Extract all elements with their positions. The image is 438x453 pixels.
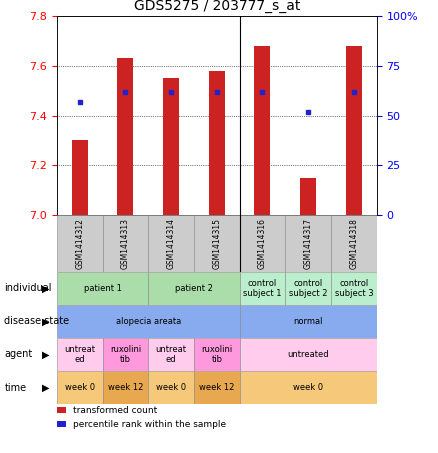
Text: patient 2: patient 2: [175, 284, 213, 293]
Text: ruxolini
tib: ruxolini tib: [201, 345, 233, 364]
Bar: [285, 272, 331, 305]
Bar: [254, 46, 271, 215]
Bar: [240, 338, 377, 371]
Text: individual: individual: [4, 283, 52, 294]
Bar: [57, 421, 66, 427]
Text: time: time: [4, 382, 27, 393]
Text: alopecia areata: alopecia areata: [116, 317, 181, 326]
Text: ▶: ▶: [42, 349, 50, 360]
Bar: [331, 272, 377, 305]
Bar: [194, 215, 240, 272]
Text: untreat
ed: untreat ed: [155, 345, 187, 364]
Bar: [163, 78, 179, 215]
Bar: [148, 338, 194, 371]
Bar: [148, 371, 194, 404]
Text: disease state: disease state: [4, 316, 70, 327]
Text: control
subject 3: control subject 3: [335, 279, 373, 298]
Bar: [148, 215, 194, 272]
Bar: [331, 215, 377, 272]
Text: week 12: week 12: [199, 383, 234, 392]
Text: ▶: ▶: [42, 283, 50, 294]
Bar: [72, 140, 88, 215]
Bar: [148, 272, 240, 305]
Text: GSM1414315: GSM1414315: [212, 218, 221, 269]
Title: GDS5275 / 203777_s_at: GDS5275 / 203777_s_at: [134, 0, 300, 14]
Bar: [57, 407, 66, 413]
Bar: [194, 371, 240, 404]
Bar: [102, 215, 148, 272]
Text: week 0: week 0: [293, 383, 323, 392]
Bar: [240, 305, 377, 338]
Bar: [57, 272, 148, 305]
Text: week 0: week 0: [65, 383, 95, 392]
Bar: [57, 371, 102, 404]
Text: GSM1414317: GSM1414317: [304, 218, 313, 269]
Text: patient 1: patient 1: [84, 284, 122, 293]
Bar: [300, 178, 316, 215]
Text: agent: agent: [4, 349, 32, 360]
Bar: [57, 305, 240, 338]
Text: GSM1414314: GSM1414314: [166, 218, 176, 269]
Text: GSM1414318: GSM1414318: [350, 218, 358, 269]
Text: untreat
ed: untreat ed: [64, 345, 95, 364]
Text: GSM1414313: GSM1414313: [121, 218, 130, 269]
Text: untreated: untreated: [287, 350, 329, 359]
Text: week 12: week 12: [108, 383, 143, 392]
Text: percentile rank within the sample: percentile rank within the sample: [73, 419, 226, 429]
Bar: [240, 215, 285, 272]
Text: week 0: week 0: [156, 383, 186, 392]
Text: control
subject 2: control subject 2: [289, 279, 328, 298]
Bar: [285, 215, 331, 272]
Text: ruxolini
tib: ruxolini tib: [110, 345, 141, 364]
Text: GSM1414312: GSM1414312: [75, 218, 84, 269]
Bar: [102, 371, 148, 404]
Bar: [117, 58, 134, 215]
Bar: [240, 272, 285, 305]
Bar: [209, 71, 225, 215]
Text: ▶: ▶: [42, 382, 50, 393]
Bar: [194, 338, 240, 371]
Text: normal: normal: [293, 317, 323, 326]
Bar: [102, 338, 148, 371]
Bar: [240, 371, 377, 404]
Bar: [57, 338, 102, 371]
Text: GSM1414316: GSM1414316: [258, 218, 267, 269]
Text: control
subject 1: control subject 1: [243, 279, 282, 298]
Bar: [346, 46, 362, 215]
Text: transformed count: transformed count: [73, 405, 157, 414]
Bar: [57, 215, 102, 272]
Text: ▶: ▶: [42, 316, 50, 327]
